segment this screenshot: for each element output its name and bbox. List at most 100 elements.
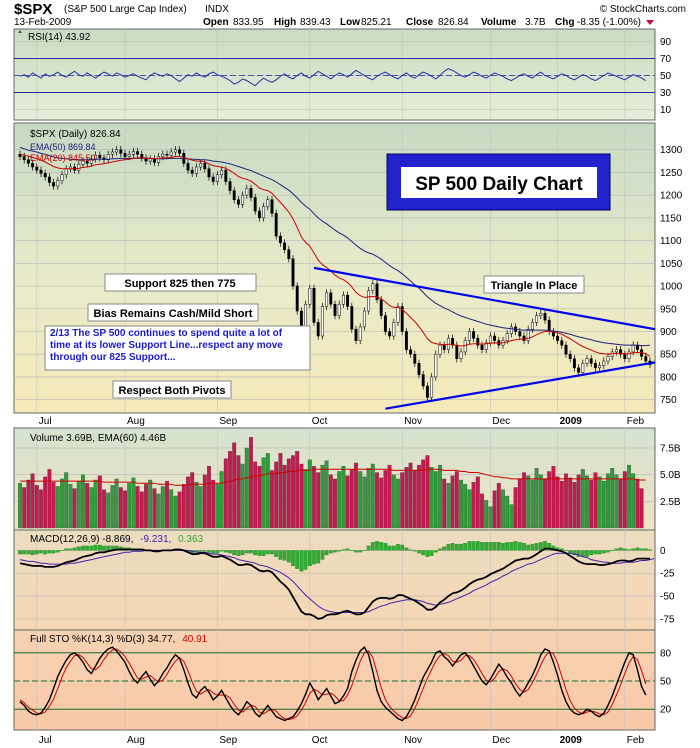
x-tick-label: Nov <box>404 735 422 746</box>
macd-histogram-bar <box>18 550 22 555</box>
volume-bar-down <box>328 474 333 529</box>
high-value: 839.43 <box>300 17 331 28</box>
macd-histogram-bar <box>383 543 388 551</box>
candle-down <box>619 349 623 355</box>
volume-bar-down <box>635 478 640 529</box>
volume-bar-down <box>123 490 127 529</box>
macd-histogram-bar <box>543 541 547 551</box>
candle-up <box>627 351 631 359</box>
volume-bar-down <box>312 465 316 529</box>
candle-down <box>31 163 35 168</box>
volume-bar-up <box>429 467 434 529</box>
candle-up <box>396 306 400 323</box>
rsi-tick-label: 30 <box>660 88 672 99</box>
sto-k-line <box>19 646 647 722</box>
macd-histogram-bar <box>291 550 295 567</box>
volume-bar-down <box>236 455 241 529</box>
macd-histogram-bar <box>253 550 258 556</box>
candle-down <box>572 358 576 369</box>
volume-bar-down <box>622 471 627 529</box>
volume-bar-down <box>564 473 568 529</box>
macd-histogram-bar <box>412 550 417 552</box>
candle-down <box>476 338 480 346</box>
price-tick-label: 1000 <box>660 282 683 293</box>
volume-bar-down <box>593 472 598 529</box>
macd-histogram-bar <box>501 543 505 551</box>
x-tick-label: 2009 <box>560 735 583 746</box>
candle-down <box>417 363 421 375</box>
volume-bar-up <box>433 471 438 529</box>
candle-down <box>413 353 417 364</box>
candle-up <box>325 292 329 307</box>
macd-histogram-bar <box>64 548 69 551</box>
macd-histogram-bar <box>400 544 405 551</box>
macd-histogram-bar <box>270 550 274 555</box>
macd-histogram-bar <box>606 550 610 553</box>
legend-swatch-icon <box>18 30 22 33</box>
candle-down <box>564 344 568 355</box>
volume-bar-down <box>354 462 358 529</box>
candle-up <box>241 194 245 205</box>
rsi-tick-label: 10 <box>660 105 672 116</box>
candle-down <box>518 331 522 337</box>
hist-legend-text: 0.363 <box>178 534 203 545</box>
ema50-legend: EMA(50) 869.84 <box>30 142 96 152</box>
candle-down <box>333 303 337 316</box>
candle-down <box>85 160 89 164</box>
candle-down <box>140 154 144 159</box>
macd-histogram-bar <box>51 550 56 554</box>
volume-bar-down <box>144 484 148 529</box>
volume-bar-up <box>215 484 220 529</box>
low-value: 825.21 <box>361 17 392 28</box>
ema20-legend: EMA(20) 845.50 <box>30 153 96 163</box>
macd-histogram-bar <box>282 550 287 561</box>
macd-histogram-bar <box>223 550 228 553</box>
candle-up <box>631 344 635 353</box>
macd-histogram-bar <box>43 550 48 555</box>
volume-bar-down <box>181 484 186 529</box>
macd-histogram-bar <box>26 550 31 555</box>
price-tick-label: 750 <box>660 395 677 406</box>
volume-bar-up <box>438 464 442 529</box>
volume-tick-label: 7.5B <box>660 444 681 455</box>
high-label: High <box>274 17 296 28</box>
candle-up <box>484 342 488 350</box>
price-legend: $SPX (Daily) 826.84 EMA(50) 869.84 EMA(2… <box>30 129 121 163</box>
price-tick-label: 950 <box>660 304 677 315</box>
macd-histogram-bar <box>244 550 249 554</box>
macd-histogram-bar <box>215 550 220 554</box>
volume-bar-down <box>555 476 560 529</box>
volume-bar-up <box>131 477 136 529</box>
candle-down <box>228 181 232 191</box>
volume-bar-up <box>631 473 636 529</box>
sto-d-legend-text: 40.91 <box>182 634 207 645</box>
macd-histogram-bar <box>358 550 363 553</box>
candle-up <box>392 322 396 337</box>
volume-bar-up <box>509 504 514 529</box>
candle-down <box>455 344 459 359</box>
volume-bar-down <box>400 472 405 529</box>
macd-histogram-bar <box>572 550 577 556</box>
candle-down <box>472 331 476 339</box>
chart-header: $SPX (S&P 500 Large Cap Index) INDX © St… <box>14 1 686 28</box>
macd-histogram-bar <box>89 545 94 551</box>
volume-bar-up <box>219 471 224 529</box>
volume-bar-down <box>589 479 594 529</box>
volume-bar-up <box>198 486 203 529</box>
candle-up <box>463 340 467 353</box>
candle-down <box>350 306 354 330</box>
volume-bar-up <box>488 506 493 529</box>
candle-up <box>539 313 543 316</box>
volume-bar-up <box>110 485 115 529</box>
x-tick-label: Sep <box>219 735 237 746</box>
macd-histogram-bar <box>370 542 375 551</box>
macd-histogram-bar <box>274 550 279 557</box>
macd-histogram-bar <box>249 550 253 554</box>
candle-down <box>165 154 169 156</box>
macd-histogram-bar <box>22 550 27 555</box>
volume-bar-down <box>299 463 304 529</box>
volume-bar-up <box>606 473 610 529</box>
macd-histogram-bar <box>576 550 581 557</box>
volume-bar-up <box>93 479 98 529</box>
candle-down <box>560 340 564 346</box>
